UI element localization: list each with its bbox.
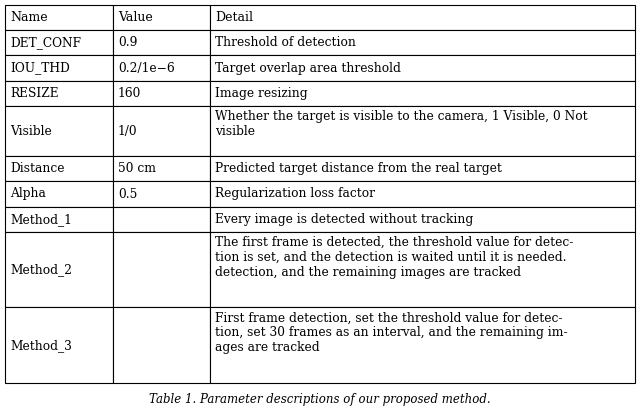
Text: 0.2/1e−6: 0.2/1e−6 xyxy=(118,61,175,75)
Bar xyxy=(210,30,635,55)
Text: Table 1. Parameter descriptions of our proposed method.: Table 1. Parameter descriptions of our p… xyxy=(149,394,491,407)
Bar xyxy=(113,80,210,106)
Text: Detail: Detail xyxy=(215,11,253,24)
Text: Visible: Visible xyxy=(10,125,52,138)
Bar xyxy=(5,181,113,206)
Bar xyxy=(5,5,113,30)
Bar xyxy=(210,55,635,80)
Bar xyxy=(113,232,210,307)
Text: First frame detection, set the threshold value for detec-
tion, set 30 frames as: First frame detection, set the threshold… xyxy=(215,311,568,354)
Text: 50 cm: 50 cm xyxy=(118,162,156,175)
Text: The first frame is detected, the threshold value for detec-
tion is set, and the: The first frame is detected, the thresho… xyxy=(215,236,573,279)
Bar xyxy=(5,307,113,383)
Bar xyxy=(5,106,113,156)
Bar xyxy=(210,106,635,156)
Bar xyxy=(113,156,210,181)
Text: Image resizing: Image resizing xyxy=(215,87,308,100)
Bar xyxy=(113,106,210,156)
Bar xyxy=(210,307,635,383)
Text: Predicted target distance from the real target: Predicted target distance from the real … xyxy=(215,162,502,175)
Text: RESIZE: RESIZE xyxy=(10,87,59,100)
Bar xyxy=(113,30,210,55)
Bar xyxy=(5,206,113,232)
Bar xyxy=(210,206,635,232)
Text: 160: 160 xyxy=(118,87,141,100)
Bar xyxy=(210,181,635,206)
Bar xyxy=(210,232,635,307)
Bar xyxy=(113,5,210,30)
Text: IOU_THD: IOU_THD xyxy=(10,61,70,75)
Bar xyxy=(210,156,635,181)
Text: Regularization loss factor: Regularization loss factor xyxy=(215,188,375,201)
Bar xyxy=(210,80,635,106)
Text: 0.5: 0.5 xyxy=(118,188,138,201)
Text: Method_2: Method_2 xyxy=(10,263,72,276)
Bar xyxy=(113,181,210,206)
Text: Method_3: Method_3 xyxy=(10,339,72,352)
Text: Distance: Distance xyxy=(10,162,65,175)
Bar xyxy=(113,55,210,80)
Text: Method_1: Method_1 xyxy=(10,213,72,226)
Text: Value: Value xyxy=(118,11,153,24)
Bar xyxy=(210,5,635,30)
Text: Threshold of detection: Threshold of detection xyxy=(215,36,356,49)
Bar xyxy=(5,80,113,106)
Text: 1/0: 1/0 xyxy=(118,125,138,138)
Bar xyxy=(5,156,113,181)
Text: Target overlap area threshold: Target overlap area threshold xyxy=(215,61,401,75)
Text: Every image is detected without tracking: Every image is detected without tracking xyxy=(215,213,473,226)
Text: 0.9: 0.9 xyxy=(118,36,138,49)
Text: Name: Name xyxy=(10,11,47,24)
Bar xyxy=(113,307,210,383)
Bar xyxy=(5,232,113,307)
Text: Whether the target is visible to the camera, 1 Visible, 0 Not
visible: Whether the target is visible to the cam… xyxy=(215,110,588,138)
Text: DET_CONF: DET_CONF xyxy=(10,36,81,49)
Bar xyxy=(5,30,113,55)
Bar xyxy=(113,206,210,232)
Text: Alpha: Alpha xyxy=(10,188,46,201)
Bar xyxy=(5,55,113,80)
